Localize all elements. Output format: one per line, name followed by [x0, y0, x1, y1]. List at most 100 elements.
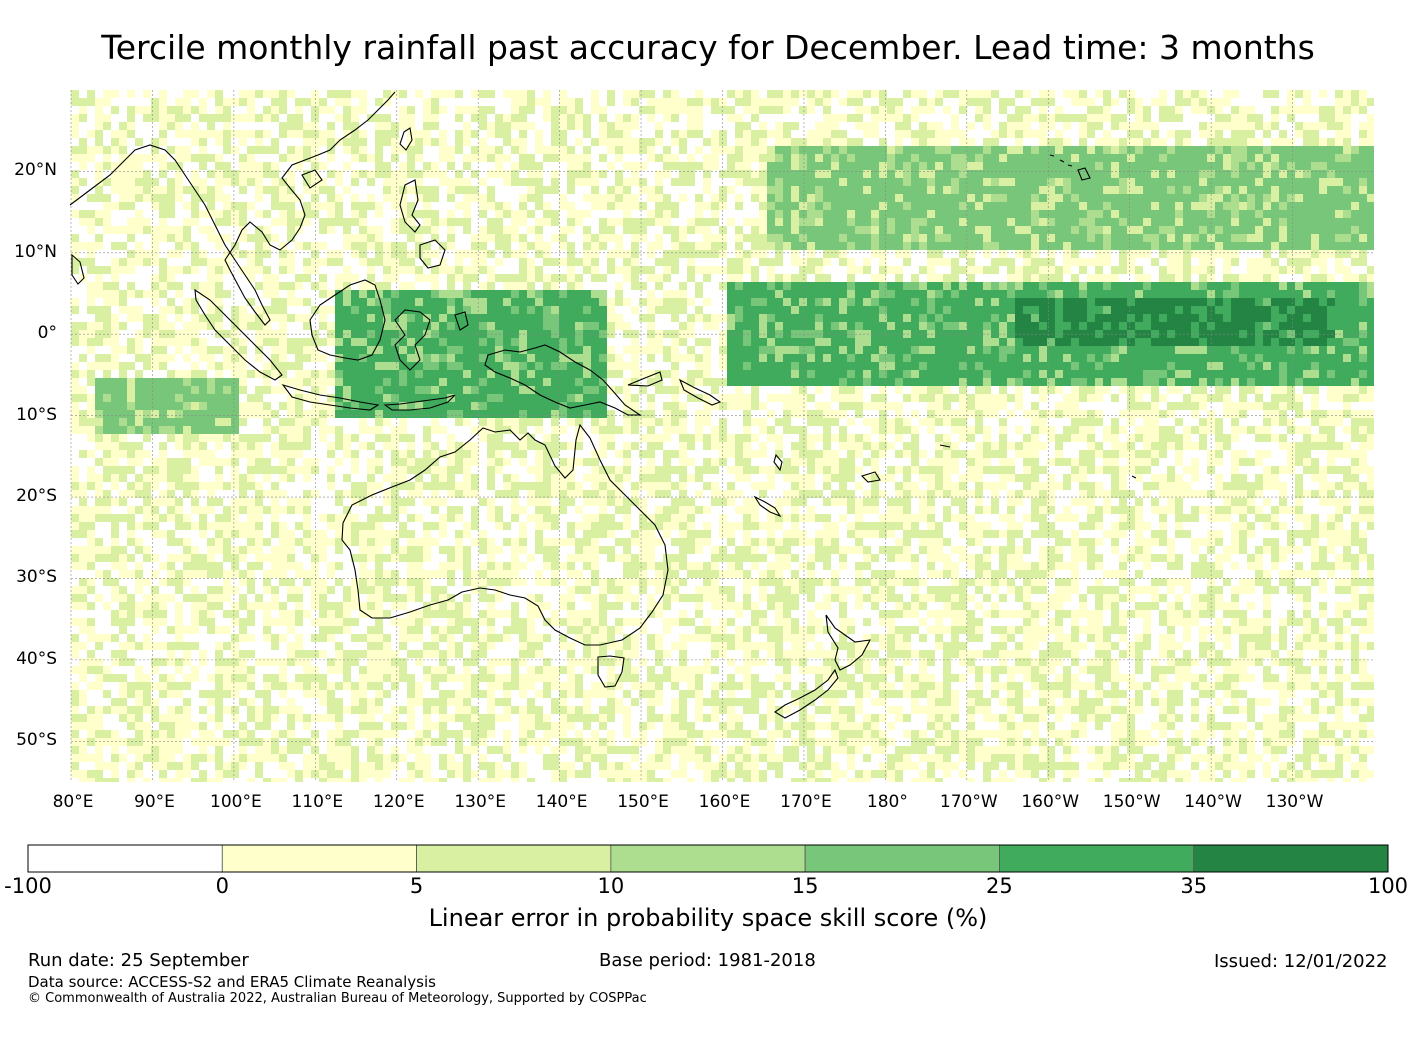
- skill-cell: [1063, 202, 1071, 210]
- skill-cell: [1023, 266, 1031, 274]
- skill-cell: [735, 162, 743, 170]
- skill-cell: [1231, 194, 1239, 202]
- skill-cell: [359, 194, 367, 202]
- skill-cell: [807, 154, 815, 162]
- skill-cell: [943, 258, 951, 266]
- skill-cell: [823, 234, 831, 242]
- skill-cell: [951, 282, 959, 290]
- skill-cell: [687, 210, 695, 218]
- skill-cell: [807, 226, 815, 234]
- skill-cell: [111, 98, 119, 106]
- skill-cell: [351, 282, 359, 290]
- skill-cell: [855, 226, 863, 234]
- skill-cell: [1327, 154, 1335, 162]
- skill-cell: [919, 234, 927, 242]
- skill-cell: [359, 138, 367, 146]
- skill-cell: [591, 170, 599, 178]
- skill-cell: [127, 258, 135, 266]
- skill-cell: [103, 306, 111, 314]
- skill-cell: [199, 146, 207, 154]
- skill-cell: [199, 210, 207, 218]
- skill-cell: [1223, 202, 1231, 210]
- skill-cell: [439, 250, 447, 258]
- skill-cell: [1079, 210, 1087, 218]
- skill-cell: [1191, 186, 1199, 194]
- skill-cell: [1095, 282, 1103, 290]
- skill-cell: [919, 314, 927, 322]
- skill-cell: [983, 122, 991, 130]
- skill-cell: [135, 114, 143, 122]
- skill-cell: [495, 234, 503, 242]
- skill-cell: [871, 306, 879, 314]
- skill-cell: [1359, 314, 1367, 322]
- skill-cell: [391, 170, 399, 178]
- skill-cell: [1119, 146, 1127, 154]
- skill-cell: [399, 138, 407, 146]
- skill-cell: [679, 114, 687, 122]
- skill-cell: [1063, 266, 1071, 274]
- skill-cell: [1031, 298, 1039, 306]
- skill-cell: [1231, 114, 1239, 122]
- skill-cell: [463, 226, 471, 234]
- skill-cell: [583, 258, 591, 266]
- skill-cell: [695, 154, 703, 162]
- skill-cell: [607, 266, 615, 274]
- map-title: Tercile monthly rainfall past accuracy f…: [101, 28, 1315, 67]
- skill-cell: [919, 250, 927, 258]
- skill-cell: [1255, 290, 1263, 298]
- skill-cell: [1367, 170, 1374, 178]
- skill-cell: [479, 186, 487, 194]
- skill-cell: [199, 242, 207, 250]
- skill-cell: [1183, 186, 1191, 194]
- skill-cell: [823, 186, 831, 194]
- skill-cell: [391, 178, 399, 186]
- skill-cell: [735, 266, 743, 274]
- skill-cell: [655, 202, 663, 210]
- skill-cell: [1359, 154, 1367, 162]
- skill-cell: [383, 114, 391, 122]
- skill-cell: [1023, 90, 1031, 98]
- skill-cell: [567, 266, 575, 274]
- skill-cell: [103, 274, 111, 282]
- skill-cell: [671, 250, 679, 258]
- skill-cell: [639, 234, 647, 242]
- skill-cell: [343, 282, 351, 290]
- skill-cell: [839, 98, 847, 106]
- skill-cell: [639, 314, 647, 322]
- skill-cell: [1327, 186, 1335, 194]
- skill-cell: [759, 250, 767, 258]
- skill-cell: [1119, 162, 1127, 170]
- skill-cell: [1143, 90, 1151, 98]
- skill-cell: [1127, 210, 1135, 218]
- skill-cell: [183, 298, 191, 306]
- skill-cell: [1215, 314, 1223, 322]
- skill-cell: [887, 274, 895, 282]
- skill-cell: [1239, 170, 1247, 178]
- skill-cell: [375, 282, 383, 290]
- skill-cell: [1079, 266, 1087, 274]
- skill-cell: [159, 218, 167, 226]
- skill-cell: [543, 122, 551, 130]
- skill-cell: [511, 258, 519, 266]
- skill-cell: [303, 194, 311, 202]
- skill-cell: [1279, 234, 1287, 242]
- skill-cell: [1079, 98, 1087, 106]
- skill-cell: [775, 274, 783, 282]
- skill-cell: [543, 226, 551, 234]
- skill-cell: [383, 210, 391, 218]
- skill-cell: [679, 122, 687, 130]
- skill-cell: [951, 266, 959, 274]
- skill-cell: [383, 146, 391, 154]
- skill-cell: [951, 154, 959, 162]
- skill-cell: [575, 130, 583, 138]
- skill-cell: [799, 226, 807, 234]
- skill-cell: [447, 178, 455, 186]
- skill-cell: [671, 266, 679, 274]
- skill-cell: [1151, 178, 1159, 186]
- skill-cell: [1159, 266, 1167, 274]
- skill-cell: [767, 210, 775, 218]
- skill-cell: [1319, 194, 1327, 202]
- skill-cell: [1151, 322, 1159, 330]
- skill-cell: [1111, 194, 1119, 202]
- skill-cell: [271, 226, 279, 234]
